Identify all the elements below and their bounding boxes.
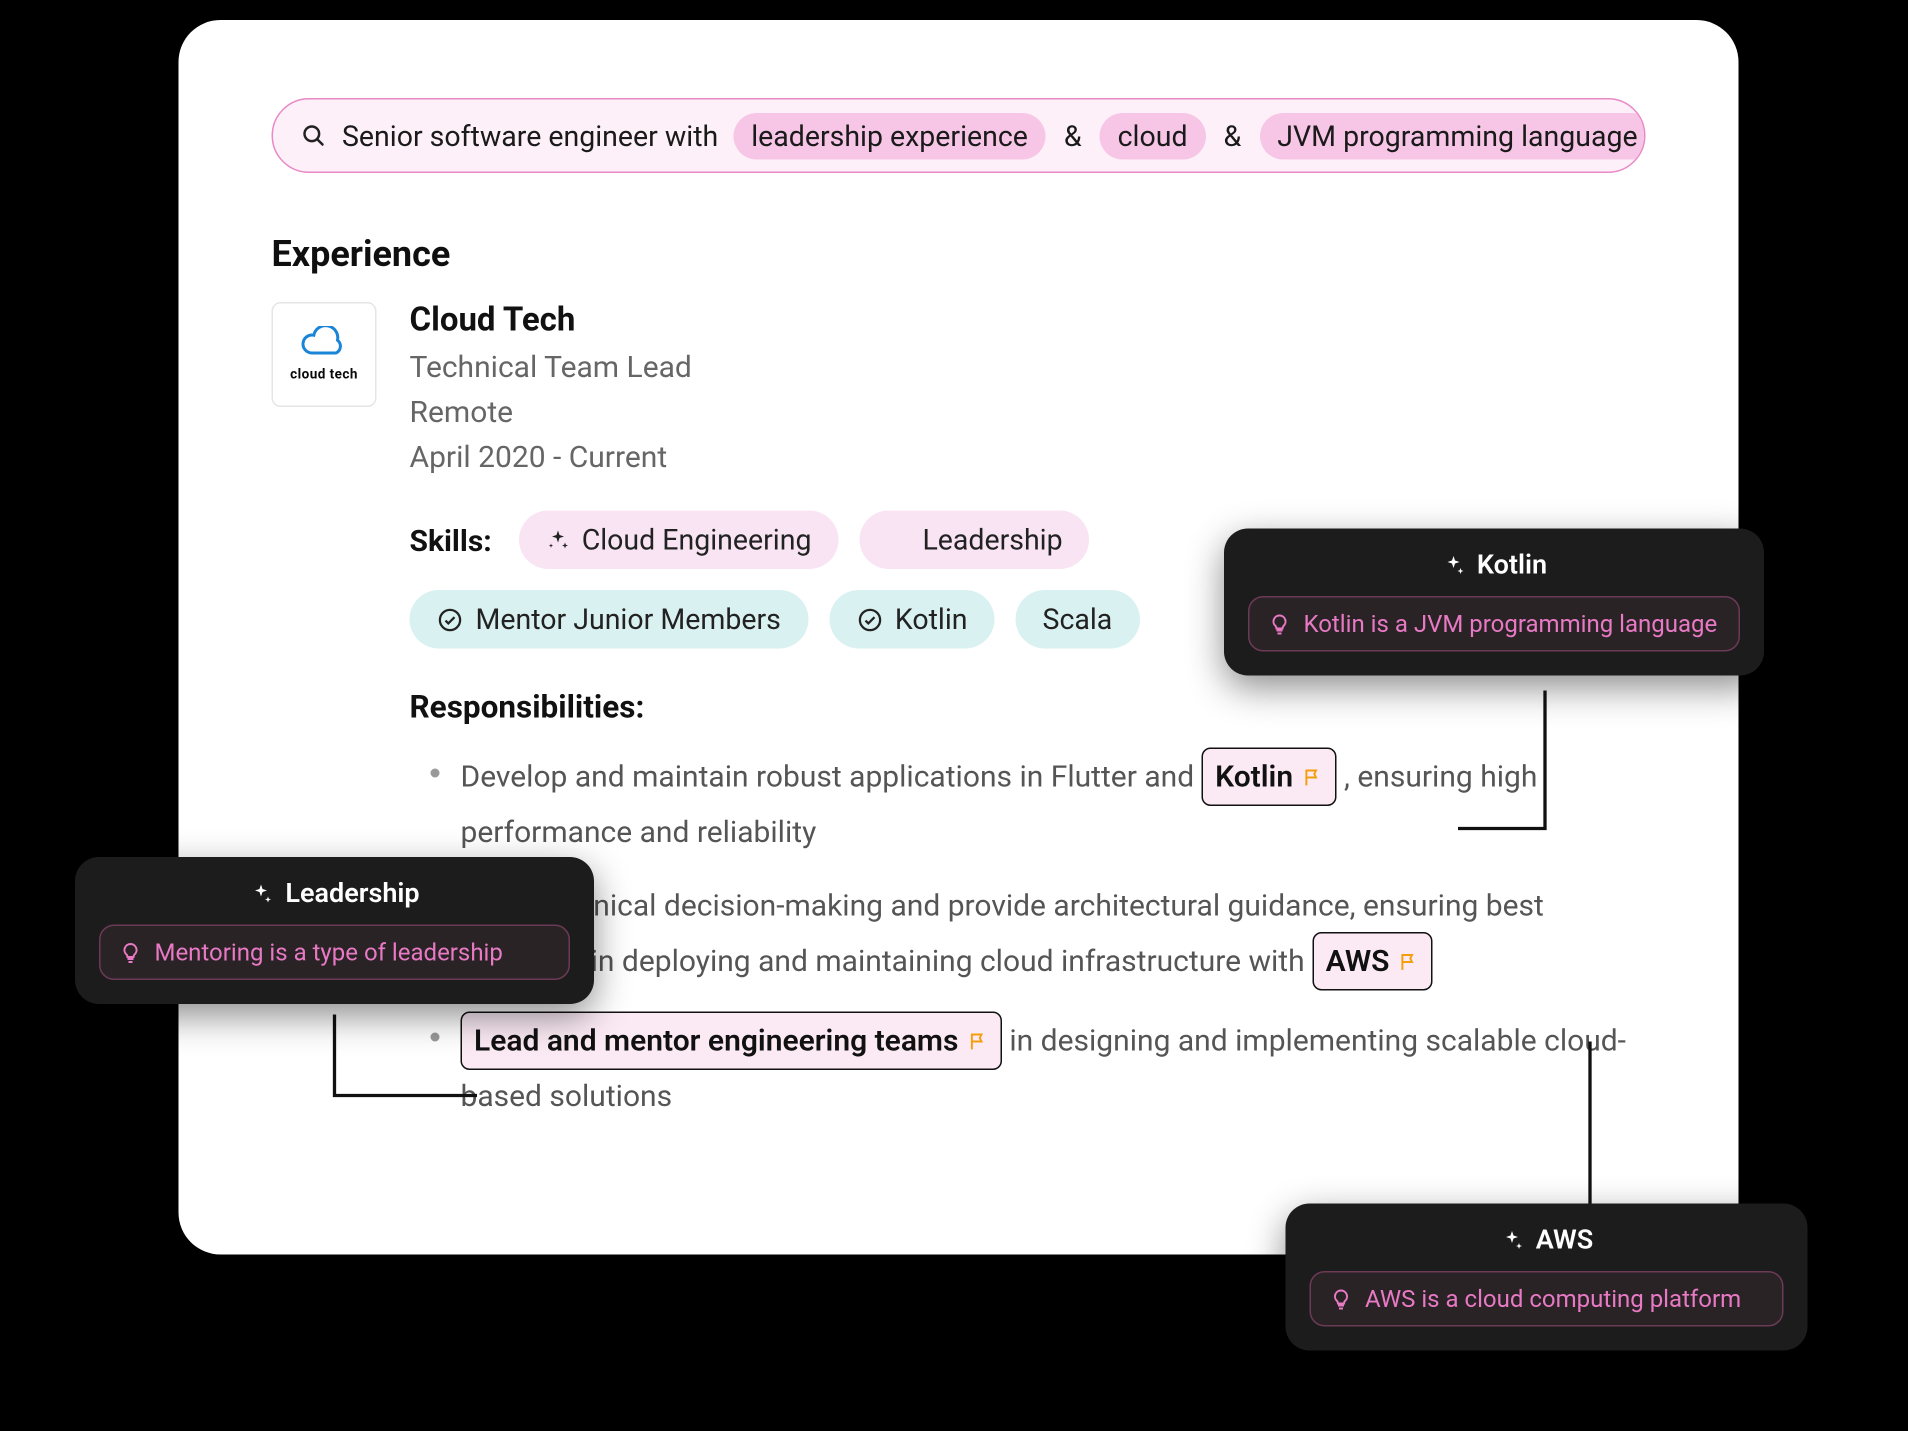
sparkle-icon (886, 527, 910, 551)
section-title: Experience (272, 233, 1646, 275)
bulb-icon (119, 940, 143, 964)
flag-icon (967, 1030, 988, 1051)
search-separator: & (1061, 118, 1085, 153)
skill-chip[interactable]: Scala (1016, 590, 1140, 649)
popover-kotlin: Kotlin Kotlin is a JVM programming langu… (1224, 528, 1764, 675)
bulb-icon (1329, 1286, 1353, 1310)
highlight-label: Kotlin (1215, 750, 1293, 803)
company-name: Cloud Tech (410, 302, 1646, 340)
flag-icon (1399, 950, 1420, 971)
search-tag[interactable]: JVM programming language (1259, 112, 1645, 159)
skills-label: Skills: (410, 521, 492, 557)
popover-text: AWS is a cloud computing platform (1365, 1284, 1741, 1313)
job-role: Technical Team Lead (410, 348, 1646, 384)
bulb-icon (1268, 611, 1292, 635)
skill-chip[interactable]: Cloud Engineering (519, 510, 839, 569)
highlight-mentor[interactable]: Lead and mentor engineering teams (461, 1011, 1002, 1070)
skill-chip-label: Mentor Junior Members (476, 602, 781, 637)
responsibilities: Responsibilities: Develop and maintain r… (410, 690, 1646, 1122)
skill-chip[interactable]: Mentor Junior Members (410, 590, 808, 649)
check-icon (437, 605, 464, 632)
responsibility-item: Lead and mentor engineering teams in des… (437, 1011, 1646, 1122)
skill-chip-label: Cloud Engineering (582, 522, 812, 557)
search-tag[interactable]: cloud (1100, 112, 1206, 159)
search-separator: & (1221, 118, 1245, 153)
popover-title: Kotlin (1477, 549, 1547, 581)
job-location: Remote (410, 393, 1646, 429)
responsibilities-title: Responsibilities: (410, 690, 1646, 726)
resp-text: Develop and maintain robust applications… (461, 758, 1202, 794)
skill-chip-label: Scala (1043, 602, 1113, 637)
highlight-label: Lead and mentor engineering teams (474, 1014, 958, 1067)
search-bar[interactable]: Senior software engineer with leadership… (272, 98, 1646, 173)
sparkle-icon (1500, 1228, 1524, 1252)
highlight-kotlin[interactable]: Kotlin (1202, 747, 1337, 806)
job-dates: April 2020 - Current (410, 438, 1646, 474)
skill-chip[interactable]: Leadership (859, 510, 1089, 569)
skill-chip-label: Kotlin (895, 602, 968, 637)
search-prefix: Senior software engineer with (342, 118, 718, 153)
cloud-icon (299, 326, 350, 365)
search-icon (300, 122, 327, 149)
popover-leadership: Leadership Mentoring is a type of leader… (75, 857, 594, 1004)
highlight-aws[interactable]: AWS (1312, 932, 1433, 991)
sparkle-icon (546, 527, 570, 551)
sparkle-icon (249, 881, 273, 905)
popover-title: AWS (1536, 1224, 1594, 1256)
flag-icon (1302, 766, 1323, 787)
responsibility-item: Drive technical decision-making and prov… (437, 879, 1646, 990)
responsibility-item: Develop and maintain robust applications… (437, 747, 1646, 858)
popover-text: Kotlin is a JVM programming language (1304, 609, 1718, 638)
popover-title: Leadership (285, 878, 419, 910)
search-tag[interactable]: leadership experience (733, 112, 1046, 159)
popover-aws: AWS AWS is a cloud computing platform (1286, 1203, 1808, 1350)
highlight-label: AWS (1326, 935, 1390, 988)
experience-section: Experience cloud tech Cloud Tech Technic… (272, 233, 1646, 1144)
skill-chip-label: Leadership (922, 522, 1062, 557)
company-logo-text: cloud tech (290, 368, 358, 383)
sparkle-icon (1441, 553, 1465, 577)
company-logo: cloud tech (272, 302, 377, 407)
popover-text: Mentoring is a type of leadership (155, 938, 503, 967)
check-icon (856, 605, 883, 632)
skill-chip[interactable]: Kotlin (829, 590, 995, 649)
